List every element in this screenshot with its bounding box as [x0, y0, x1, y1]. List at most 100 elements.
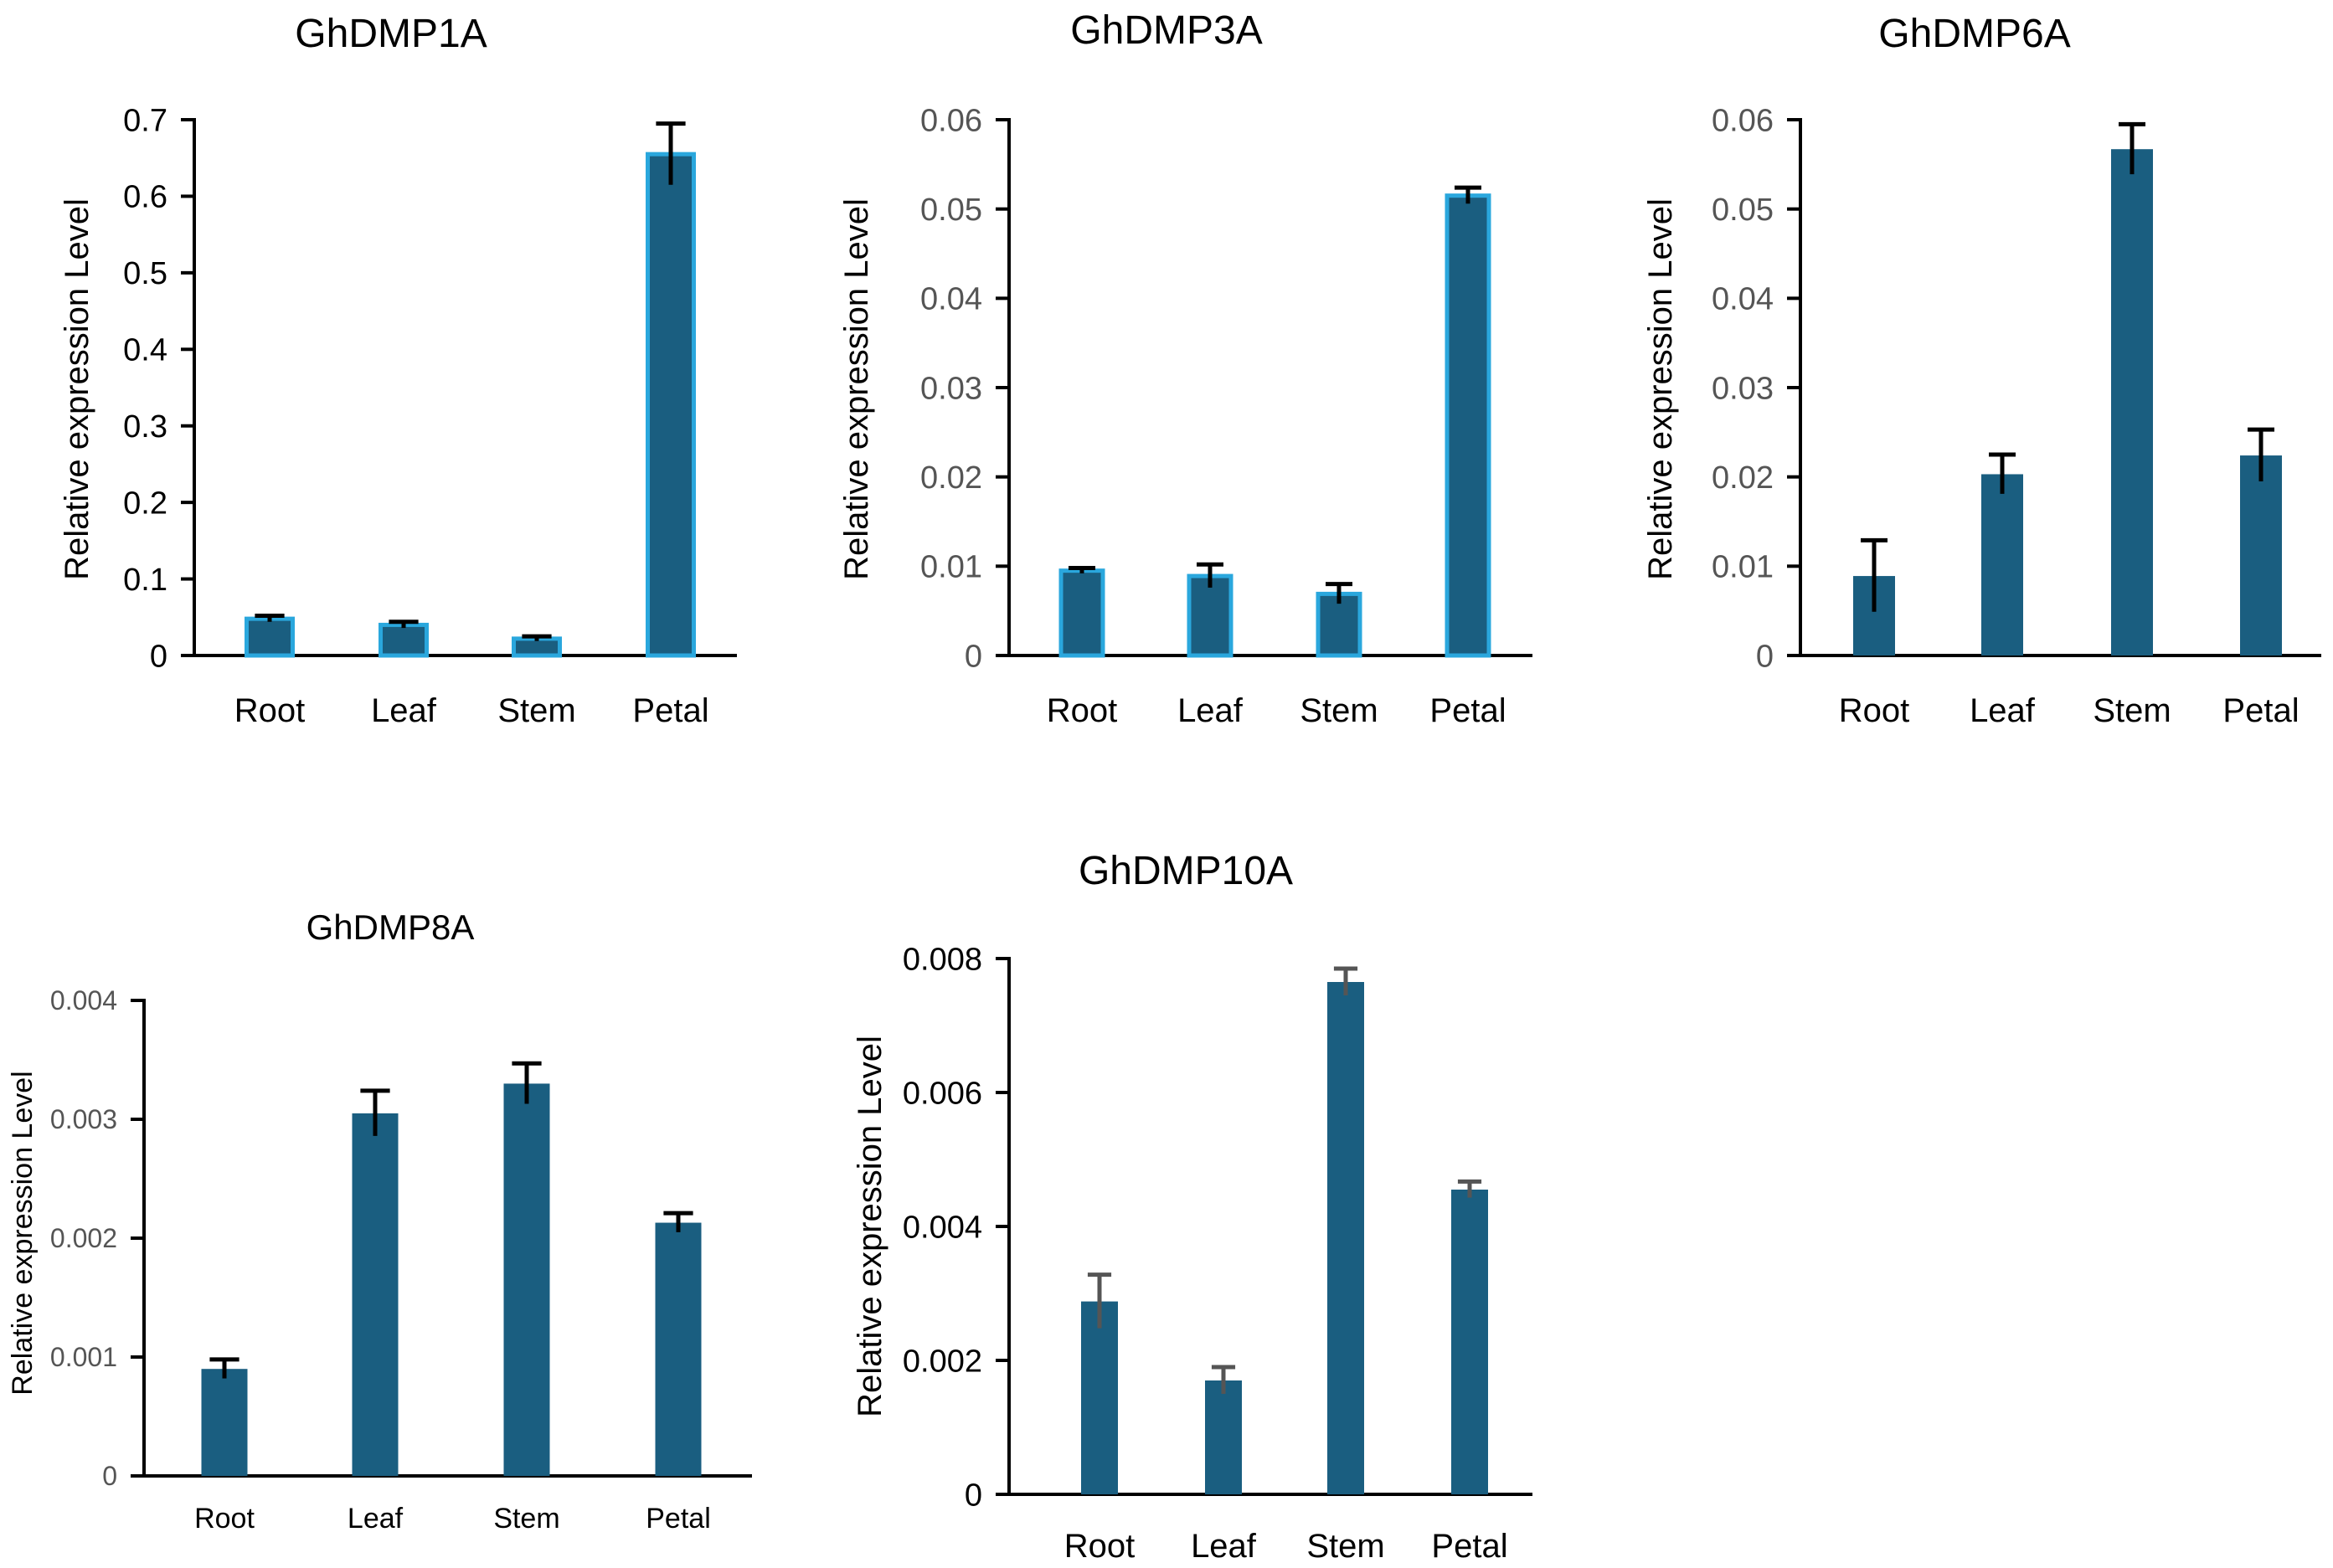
error-bar-leaf	[389, 619, 419, 629]
y-tick-label: 0.02	[920, 460, 982, 496]
x-category-label: Stem	[493, 1503, 559, 1535]
y-tick-label: 0	[102, 1461, 117, 1491]
x-category-label: Petal	[2222, 692, 2299, 729]
bar-stem	[503, 1083, 550, 1476]
x-category-label: Leaf	[371, 692, 437, 729]
bar-stem	[512, 636, 562, 658]
y-tick-label: 0.001	[50, 1342, 117, 1372]
y-tick-label: 0.04	[920, 282, 982, 317]
x-category-label: Root	[1839, 692, 1910, 729]
y-tick-label: 0.5	[123, 256, 167, 291]
x-category-label: Petal	[1431, 1528, 1507, 1565]
x-category-label: Petal	[632, 692, 708, 729]
x-category-label: Stem	[1300, 692, 1378, 729]
bar-root	[245, 616, 295, 658]
bar-petal	[2240, 455, 2282, 655]
bar-stem	[2111, 149, 2153, 655]
y-tick-label: 0.004	[50, 985, 117, 1015]
y-axis-label: Relative expression Level	[59, 198, 95, 580]
x-category-label: Root	[194, 1503, 255, 1535]
error-bar-root	[1087, 1272, 1112, 1329]
bar-leaf	[379, 622, 429, 658]
bar-root	[1058, 568, 1105, 658]
bar-petal	[655, 1222, 702, 1476]
y-tick-label: 0.4	[123, 333, 167, 368]
y-axis-label: Relative expression Level	[852, 1036, 888, 1417]
bar-root	[1081, 1301, 1118, 1494]
error-bar-stem	[512, 1061, 542, 1104]
error-bar-petal	[1455, 185, 1481, 204]
bar-leaf	[352, 1113, 399, 1476]
bar-petal	[1445, 193, 1491, 658]
chart-title: GhDMP3A	[1070, 8, 1262, 53]
y-tick-label: 0.3	[123, 409, 167, 445]
y-axis-label: Relative expression Level	[7, 1071, 39, 1395]
y-tick-label: 0.7	[123, 103, 167, 138]
y-tick-label: 0	[1756, 639, 1774, 674]
bar-petal	[1451, 1190, 1488, 1494]
x-category-label: Leaf	[1970, 692, 2036, 729]
error-bar-root	[1861, 537, 1888, 612]
x-category-label: Petal	[1429, 692, 1506, 729]
x-category-label: Root	[1047, 692, 1118, 729]
y-tick-label: 0	[965, 639, 982, 674]
y-tick-label: 0	[965, 1478, 982, 1513]
error-bar-leaf	[360, 1088, 390, 1136]
chart-title: GhDMP10A	[1079, 849, 1293, 893]
y-tick-label: 0.01	[1712, 550, 1774, 585]
y-axis-label: Relative expression Level	[838, 198, 875, 580]
chart-panel-ghdmp3a: GhDMP3A Relative expression Level 0 0.01 0.0…	[838, 8, 1532, 729]
x-category-label: Root	[1064, 1528, 1136, 1565]
y-tick-label: 0.002	[903, 1344, 982, 1379]
y-axis-label: Relative expression Level	[1642, 198, 1679, 580]
x-category-label: Stem	[497, 692, 575, 729]
y-tick-label: 0.02	[1712, 460, 1774, 496]
bar-leaf	[1205, 1380, 1242, 1494]
y-tick-label: 0.002	[50, 1223, 117, 1253]
y-tick-label: 0.6	[123, 180, 167, 215]
x-category-label: Leaf	[1177, 692, 1244, 729]
y-tick-label: 0.003	[50, 1104, 117, 1134]
bar-petal	[646, 152, 696, 658]
y-tick-label: 0.04	[1712, 282, 1774, 317]
y-tick-label: 0.2	[123, 486, 167, 521]
error-bar-root	[255, 613, 285, 622]
y-tick-label: 0.008	[903, 942, 982, 977]
error-bar-stem	[522, 634, 552, 641]
y-tick-label: 0.05	[920, 193, 982, 228]
bar-leaf	[1981, 474, 2023, 655]
chart-panel-ghdmp6a: GhDMP6A Relative expression Level 0 0.01 0.0…	[1642, 12, 2321, 729]
chart-panel-ghdmp1a: GhDMP1A Relative expression Level 0 0.1 0.2 0…	[59, 12, 737, 729]
chart-title: GhDMP1A	[295, 12, 487, 56]
error-bar-stem	[1326, 582, 1352, 604]
error-bar-petal	[656, 121, 686, 185]
y-tick-label: 0.01	[920, 550, 982, 585]
y-tick-label: 0.05	[1712, 193, 1774, 228]
chart-title: GhDMP8A	[306, 907, 475, 947]
x-category-label: Petal	[646, 1503, 711, 1535]
bar-stem	[1327, 982, 1364, 1494]
y-tick-label: 0.06	[1712, 103, 1774, 138]
error-bar-leaf	[1989, 452, 2016, 494]
y-tick-label: 0.1	[123, 563, 167, 598]
error-bar-stem	[1333, 966, 1358, 995]
bar-leaf	[1187, 573, 1233, 658]
x-category-label: Leaf	[348, 1503, 404, 1535]
error-bar-root	[1069, 565, 1095, 573]
chart-panel-ghdmp8a: GhDMP8A Relative expression Level 0 0.001 0.…	[7, 907, 752, 1535]
error-bar-stem	[2119, 121, 2145, 175]
error-bar-root	[209, 1357, 239, 1379]
y-tick-label: 0.03	[1712, 371, 1774, 406]
error-bar-petal	[1457, 1179, 1482, 1198]
x-category-label: Stem	[1306, 1528, 1384, 1565]
error-bar-petal	[663, 1211, 693, 1232]
error-bar-leaf	[1211, 1365, 1236, 1394]
error-bar-petal	[2248, 427, 2274, 481]
chart-panel-ghdmp10a: GhDMP10A Relative expression Level 0 0.002 0…	[852, 849, 1532, 1565]
y-tick-label: 0.06	[920, 103, 982, 138]
x-category-label: Stem	[2093, 692, 2171, 729]
y-tick-label: 0.006	[903, 1076, 982, 1111]
bar-root	[201, 1369, 248, 1476]
x-category-label: Root	[234, 692, 306, 729]
